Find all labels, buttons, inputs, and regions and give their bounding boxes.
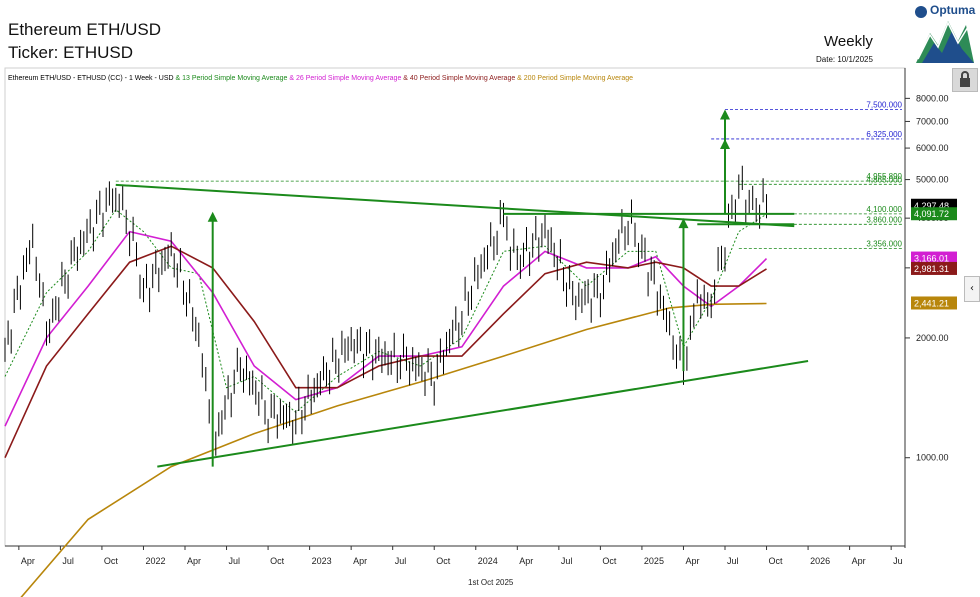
price-label: 2,441.21: [914, 298, 949, 308]
y-tick-label: 6000.00: [916, 143, 949, 153]
x-tick-label: Oct: [769, 556, 784, 566]
price-label-box: [911, 251, 957, 265]
x-tick-label: 2022: [145, 556, 165, 566]
level-label: 4,955.890: [866, 172, 902, 181]
arrow-head: [720, 109, 730, 120]
optuma-logo-icon: [914, 3, 976, 65]
price-label: 2,981.31: [914, 264, 949, 274]
price-label: 4,091.72: [914, 209, 949, 219]
y-tick-label: 2000.00: [916, 333, 949, 343]
x-tick-label: Apr: [187, 556, 201, 566]
legend: Ethereum ETH/USD - ETHUSD (CC) - 1 Week …: [8, 75, 633, 82]
level-label: 4,100.000: [866, 205, 902, 214]
price-label: 4,297.48: [914, 201, 949, 211]
level-label: 3,860.000: [866, 215, 902, 224]
y-tick-label: 7000.00: [916, 116, 949, 126]
y-tick-label: 1000.00: [916, 453, 949, 463]
x-tick-label: Jul: [395, 556, 407, 566]
x-tick-label: Ju: [893, 556, 903, 566]
price-label: 3,166.01: [914, 254, 949, 264]
x-tick-label: Jul: [727, 556, 739, 566]
x-tick-label: Apr: [353, 556, 367, 566]
chart-title: Ethereum ETH/USD Ticker: ETHUSD: [8, 18, 161, 64]
x-tick-label: Oct: [602, 556, 617, 566]
x-tick-label: 2023: [312, 556, 332, 566]
price-label-box: [911, 296, 957, 310]
x-tick-label: Oct: [104, 556, 119, 566]
brand-name: Optuma: [930, 3, 976, 17]
x-tick-label: Jul: [62, 556, 74, 566]
x-tick-label: Apr: [519, 556, 533, 566]
x-tick-label: Apr: [685, 556, 699, 566]
legend-entry: & 13 Period Simple Moving Average: [174, 75, 288, 82]
x-tick-label: Jul: [229, 556, 241, 566]
date-label: Date: 10/1/2025: [816, 55, 873, 64]
trendline: [157, 360, 809, 468]
arrow-head: [207, 211, 218, 222]
x-tick-label: 2025: [644, 556, 664, 566]
x-tick-label: Jul: [561, 556, 573, 566]
x-tick-label: 2024: [478, 556, 498, 566]
x-tick-label: Apr: [852, 556, 866, 566]
sma-line: [4, 245, 767, 459]
x-tick-label: Apr: [21, 556, 35, 566]
price-label-box: [911, 261, 957, 275]
title-line-1: Ethereum ETH/USD: [8, 20, 162, 39]
price-bars: [4, 165, 767, 456]
lock-icon[interactable]: [952, 68, 978, 92]
y-tick-label: 5000.00: [916, 175, 949, 185]
legend-entry: & 26 Period Simple Moving Average: [287, 75, 401, 82]
legend-entry: Ethereum ETH/USD - ETHUSD (CC) - 1 Week …: [8, 75, 174, 82]
legend-entry: & 200 Period Simple Moving Average: [515, 75, 633, 82]
trendline: [115, 183, 795, 228]
footer-date: 1st Oct 2025: [468, 578, 514, 587]
level-label: 4,865.000: [866, 175, 902, 184]
level-label: 7,500.000: [866, 101, 902, 110]
level-label: 6,325.000: [866, 130, 902, 139]
legend-entry: & 40 Period Simple Moving Average: [401, 75, 515, 82]
arrow-head: [678, 218, 689, 229]
level-label: 3,356.000: [866, 239, 902, 248]
plot-area: [4, 67, 906, 547]
x-tick-label: 2026: [810, 556, 830, 566]
period-label: Weekly: [824, 33, 873, 50]
price-label-box: [911, 207, 957, 221]
y-tick-label: 8000.00: [916, 93, 949, 103]
x-tick-label: Oct: [270, 556, 285, 566]
x-tick-label: Oct: [436, 556, 451, 566]
title-line-2: Ticker: ETHUSD: [8, 43, 133, 62]
